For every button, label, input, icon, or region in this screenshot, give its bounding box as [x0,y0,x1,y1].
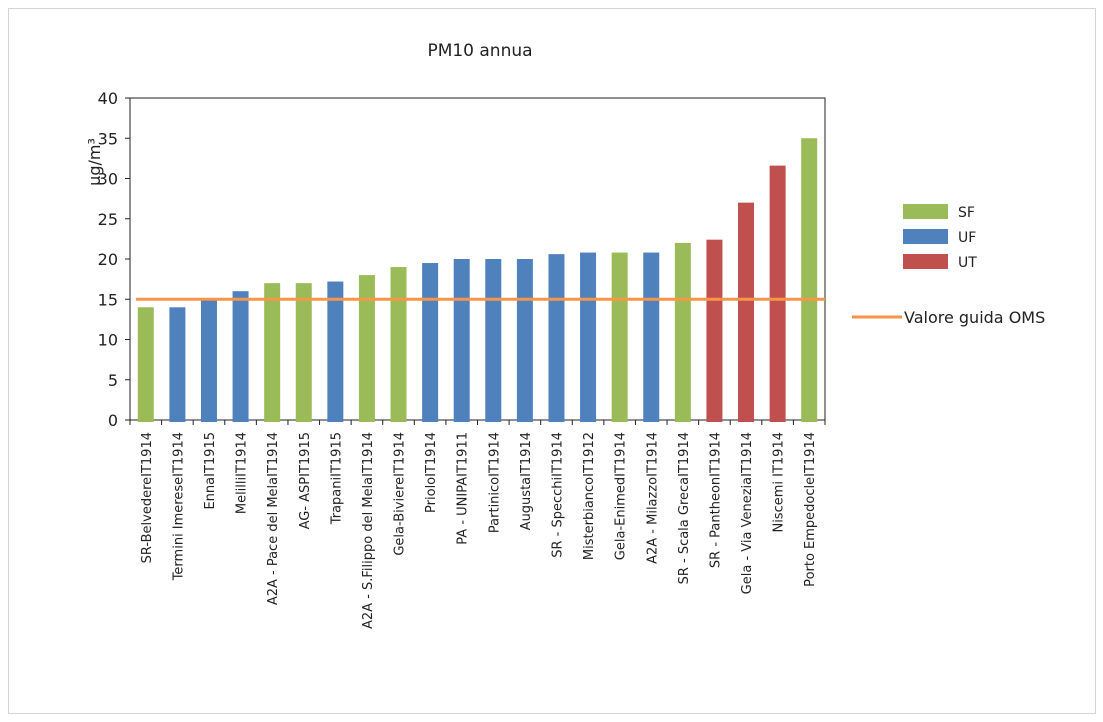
x-tick-label: SR - SpecchiIT1914 [550,432,565,558]
bar [801,138,818,422]
x-tick-label: Porto EmpedocleIT1914 [803,432,818,587]
x-tick-label: MisterbiancoIT1912 [582,432,597,560]
y-tick-label: 10 [98,331,118,350]
x-tick-label: EnnaIT1915 [203,432,218,510]
bar [232,291,249,422]
x-tick-label: Gela - Via VeneziaIT1914 [740,432,755,594]
x-tick-label: PrioloIT1914 [424,432,439,513]
x-tick-label: SR - PantheonIT1914 [708,432,723,568]
legend-label: SF [958,205,975,221]
x-tick-label: A2A - MilazzoIT1914 [645,432,660,564]
x-tick-label: Gela-EnimedIT1914 [614,432,629,560]
legend-swatch [903,204,948,219]
bar [611,252,628,422]
x-tick-label: Gela-BiviereIT1914 [393,432,408,556]
y-tick-label: 15 [98,290,118,309]
bar [453,259,470,422]
y-tick-label: 25 [98,210,118,229]
bar [643,252,660,422]
x-tick-label: MelilliIT1914 [235,432,250,514]
legend-swatch [903,254,948,269]
bar [580,252,597,422]
bar [358,275,375,422]
x-tick-label: AG- ASPIT1915 [298,432,313,529]
legend-label: UT [958,255,977,271]
bar [327,281,344,422]
y-tick-label: 0 [108,411,118,430]
x-tick-label: SR-BelvedereIT1914 [140,432,155,563]
legend-label: Valore guida OMS [904,308,1045,327]
plot-area: 0 5 10 15 20 25 30 35 40 SR-BelvedereIT1914 Termin… [98,89,826,629]
y-tick-label: 30 [98,170,118,189]
bar [674,242,691,422]
y-tick-label: 40 [98,89,118,108]
bar [295,283,312,422]
x-tick-label: A2A - S.Filippo del MelaIT1914 [361,432,376,629]
legend-swatch [903,229,948,244]
x-tick-label: PA - UNIPAIT1911 [456,432,471,545]
bar [706,239,723,422]
x-tick-label: TrapaniIT1915 [329,432,344,525]
bar [485,259,502,422]
x-tick-label: PartinicoIT1914 [487,432,502,533]
x-tick-label: Termini ImereseIT1914 [171,432,186,581]
x-tick-label: A2A - Pace del MelaIT1914 [266,432,281,605]
bar [169,307,186,422]
bar [200,299,217,422]
bar [422,263,439,422]
chart-title: PM10 annua [427,41,532,61]
bar [390,267,407,422]
bar [264,283,281,422]
y-tick-label: 20 [98,250,118,269]
bar [738,202,755,422]
y-axis-label: µg/m³ [85,138,104,186]
x-tick-label: SR - Scala GrecaIT1914 [677,432,692,584]
bar [769,165,786,422]
y-tick-label: 35 [98,129,118,148]
x-tick-label: Niscemi IT1914 [772,432,787,533]
bar [516,259,533,422]
bar [548,254,565,422]
x-tick-label: AugustaIT1914 [519,432,534,530]
legend: SF UF UT Valore guida OMS [852,204,1045,327]
bar [137,307,154,422]
legend-label: UF [958,230,976,246]
y-tick-label: 5 [108,371,118,390]
